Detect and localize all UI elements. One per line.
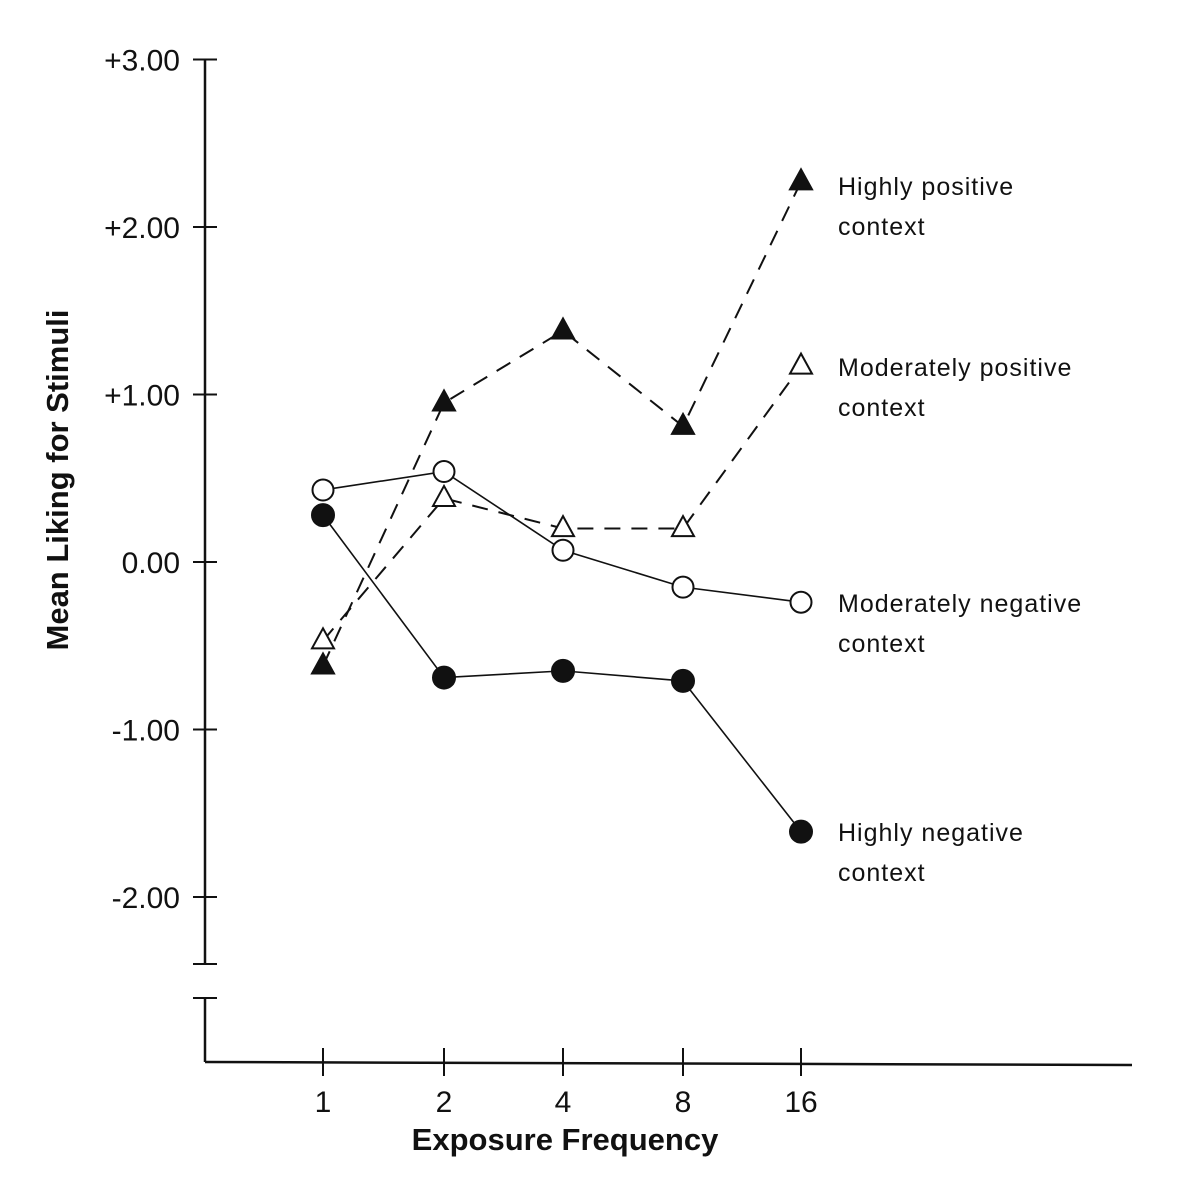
series-label-line: Highly positive <box>838 173 1014 201</box>
y-axis-ticks: +3.00 +2.00 +1.00 0.00 -1.00 -2.00 <box>104 45 217 915</box>
x-tick-label: 16 <box>784 1086 817 1119</box>
series-markers <box>310 167 814 844</box>
data-point-highly-positive <box>310 651 336 675</box>
x-tick-label: 4 <box>555 1086 572 1119</box>
series-label-line: context <box>838 213 926 241</box>
data-point-moderately-positive <box>310 626 336 650</box>
series-label-highly-positive: Highly positive context <box>838 173 1014 241</box>
series-label-moderately-positive: Moderately positive context <box>838 354 1072 422</box>
data-point-highly-negative <box>551 658 575 683</box>
series-label-line: context <box>838 630 926 658</box>
data-point-highly-negative <box>789 819 813 844</box>
data-point-highly-positive <box>788 167 814 191</box>
x-tick-label: 1 <box>315 1086 332 1119</box>
data-point-highly-negative <box>311 503 335 528</box>
y-tick-label: +2.00 <box>104 212 180 245</box>
y-axis-title: Mean Liking for Stimuli <box>40 309 75 650</box>
series-label-line: context <box>838 394 926 422</box>
series-lines <box>322 181 802 833</box>
data-point-moderately-positive <box>431 483 457 507</box>
x-axis-line <box>204 1060 1133 1067</box>
y-tick-label: -2.00 <box>112 882 180 915</box>
x-axis-title: Exposure Frequency <box>412 1122 719 1157</box>
x-tick-label: 8 <box>675 1086 692 1119</box>
y-tick-label: +3.00 <box>104 45 180 78</box>
data-point-moderately-positive <box>550 514 576 538</box>
data-point-moderately-negative <box>432 460 456 484</box>
series-label-line: context <box>838 859 926 887</box>
y-tick-label: 0.00 <box>122 547 180 580</box>
series-line-moderately-positive <box>322 365 802 642</box>
series-label-line: Moderately positive <box>838 354 1072 382</box>
series-label-line: Highly negative <box>838 819 1024 847</box>
series-label-line: Moderately negative <box>838 590 1082 618</box>
data-point-moderately-negative <box>671 575 695 599</box>
data-point-moderately-positive <box>670 514 696 538</box>
data-point-moderately-negative <box>789 590 813 614</box>
series-label-moderately-negative: Moderately negative context <box>838 590 1082 658</box>
x-tick-label: 2 <box>436 1086 453 1119</box>
data-point-moderately-negative <box>311 478 335 502</box>
series-line-highly-positive <box>322 181 802 667</box>
data-point-moderately-negative <box>551 538 575 562</box>
y-tick-label: -1.00 <box>112 715 180 748</box>
series-label-highly-negative: Highly negative context <box>838 819 1024 887</box>
data-point-highly-positive <box>670 411 696 435</box>
axes <box>193 59 1133 1067</box>
data-point-highly-negative <box>671 668 695 693</box>
data-point-highly-positive <box>431 388 457 412</box>
x-axis-ticks: 1 2 4 8 16 <box>315 1048 818 1119</box>
y-tick-label: +1.00 <box>104 380 180 413</box>
data-point-highly-positive <box>550 316 576 340</box>
data-point-moderately-positive <box>788 351 814 375</box>
data-point-highly-negative <box>432 665 456 690</box>
